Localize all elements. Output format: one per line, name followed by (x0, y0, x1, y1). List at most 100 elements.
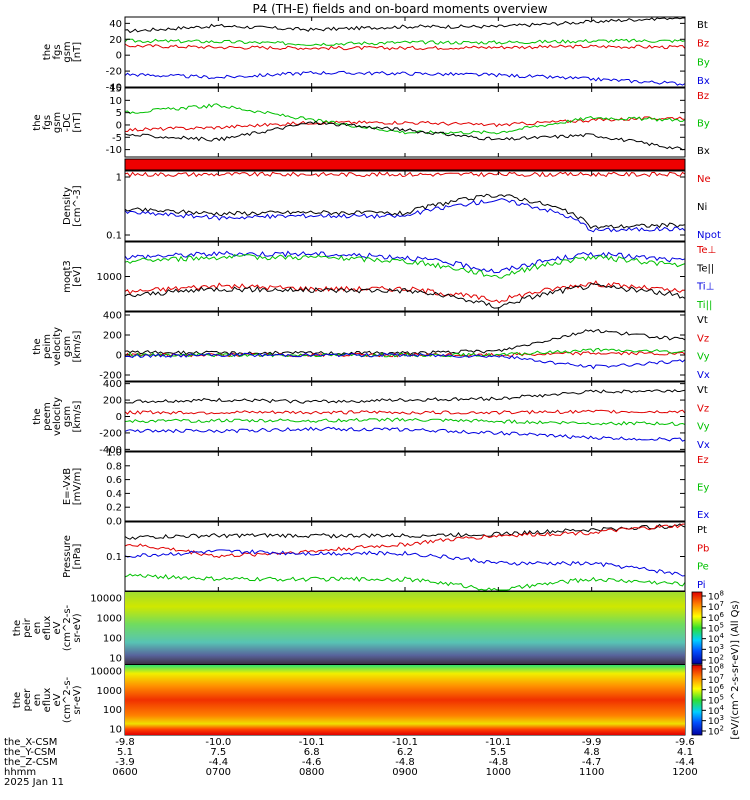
ylabel-line: Density (62, 187, 73, 225)
legend-ni: Ni (697, 202, 707, 213)
ylabel-line: peem (42, 402, 53, 430)
panel-frame (124, 87, 686, 158)
series-by-line (124, 103, 686, 135)
ytick-label: 0 (116, 412, 122, 423)
legend-vz: Vz (697, 403, 709, 414)
ylabel-line: gsm (62, 336, 73, 357)
ytick-label: 15 (109, 84, 122, 95)
legend-vy: Vy (697, 352, 710, 363)
footer-row-label: hhmm (4, 767, 36, 778)
electron-spectrogram (125, 665, 685, 735)
ytick-label: 0.0 (106, 517, 122, 528)
footer-row-label: the_X-CSM (4, 737, 57, 748)
series-vy-line (124, 417, 686, 426)
ylabel-line: [mV/m] (72, 468, 83, 506)
series-bt-line (124, 17, 685, 34)
footer-value: 1000 (486, 767, 511, 778)
footer-value: 4.8 (584, 747, 600, 758)
ytick-label: 100 (103, 634, 122, 645)
ytick-label: 0 (116, 51, 122, 62)
colorbar-lower (691, 664, 703, 736)
footer-row-label: 2025 Jan 11 (4, 777, 64, 788)
panel-frame (124, 158, 686, 171)
ytick-label: 10 (109, 654, 122, 665)
legend-vx: Vx (697, 370, 710, 381)
legend-ez: Ez (697, 455, 709, 466)
ylabel-line: peer (22, 688, 33, 712)
series-ni-line (124, 193, 686, 230)
legend-vx: Vx (697, 440, 710, 451)
series-vz-line (124, 409, 686, 415)
series-bx-line (124, 70, 686, 86)
series-vt-line (124, 389, 686, 404)
ytick-label: 0.8 (106, 461, 122, 472)
ytick-label: 0.6 (106, 475, 122, 486)
legend-pe: Pe (697, 562, 709, 573)
ylabel-line: [cm^-3] (72, 185, 83, 226)
ion-spectrogram-overlay (125, 592, 685, 664)
ytick-label: 0.4 (106, 489, 122, 500)
legend-by: By (697, 119, 710, 130)
footer-value: -4.4 (675, 757, 695, 768)
ylabel-line: the (32, 338, 43, 354)
ylabel-line: velocity (52, 397, 63, 436)
ytick-label: 0.1 (106, 231, 122, 242)
ytick-label: 400 (103, 379, 122, 390)
ylabel-line: en (32, 622, 43, 635)
ylabel-line: [km/s] (72, 400, 83, 432)
ytick-label: 200 (103, 396, 122, 407)
footer-value: -9.9 (582, 737, 602, 748)
footer-value: -10.1 (299, 737, 325, 748)
ytick-label: 1 (116, 173, 122, 184)
ytick-label: -200 (99, 428, 122, 439)
footer-value: 7.5 (210, 747, 226, 758)
footer-value: -10.1 (392, 737, 418, 748)
ytick-label: 400 (103, 311, 122, 322)
ytick-label: 0 (116, 120, 122, 131)
footer-value: 5.5 (490, 747, 506, 758)
figure-title: P4 (TH-E) fields and on-board moments ov… (252, 2, 547, 16)
series-pe-line (124, 573, 686, 591)
panel-frame (124, 241, 686, 312)
footer-value: 6.2 (397, 747, 413, 758)
ytick-label: 20 (109, 35, 122, 46)
legend-bx: Bx (697, 76, 710, 87)
spectrograms (125, 592, 685, 735)
legend-ti: Ti⊥ (696, 282, 714, 293)
ylabel-line: velocity (52, 327, 63, 366)
ytick-label: 10 (109, 725, 122, 736)
footer-value: -9.8 (115, 737, 135, 748)
footer-value: -10.0 (205, 737, 231, 748)
ytick-label: 1.0 (106, 448, 122, 459)
colorbar-unit-label: [eV/(cm^2-s-sr-eV)] (All Qs) (730, 600, 741, 739)
ylabel-line: [nT] (72, 112, 83, 132)
ylabel-line: eV (52, 621, 63, 634)
legend-vz: Vz (697, 333, 709, 344)
flag-strip (125, 159, 685, 170)
ylabel-line: en (32, 694, 43, 707)
panel-frame (124, 451, 686, 522)
footer-value: 0600 (112, 767, 137, 778)
ylabel-line: gsm (52, 112, 63, 133)
footer-row-label: the_Z-CSM (4, 757, 58, 768)
legend-npot: Npot (697, 230, 721, 241)
ylabel-line: the (32, 114, 43, 130)
ytick-label: 0.2 (106, 503, 122, 514)
ytick-label: 10 (109, 96, 122, 107)
ylabel-line: peir (22, 617, 33, 637)
legend-te: Te|| (696, 263, 714, 274)
ylabel-line: the (12, 620, 23, 636)
ytick-label: 0.1 (106, 552, 122, 563)
series-vx-line (124, 426, 686, 442)
panel-4: 1 0.1 Density [cm^-3] Ne Ni Npot (62, 170, 721, 242)
ytick-label: -10 (106, 145, 122, 156)
legend-ey: Ey (697, 483, 709, 494)
panel-frame (124, 521, 686, 592)
series-pb-line (124, 523, 685, 559)
footer-value: -4.8 (395, 757, 415, 768)
footer-value: -10.1 (485, 737, 511, 748)
ylabel-line: eV (52, 693, 63, 706)
